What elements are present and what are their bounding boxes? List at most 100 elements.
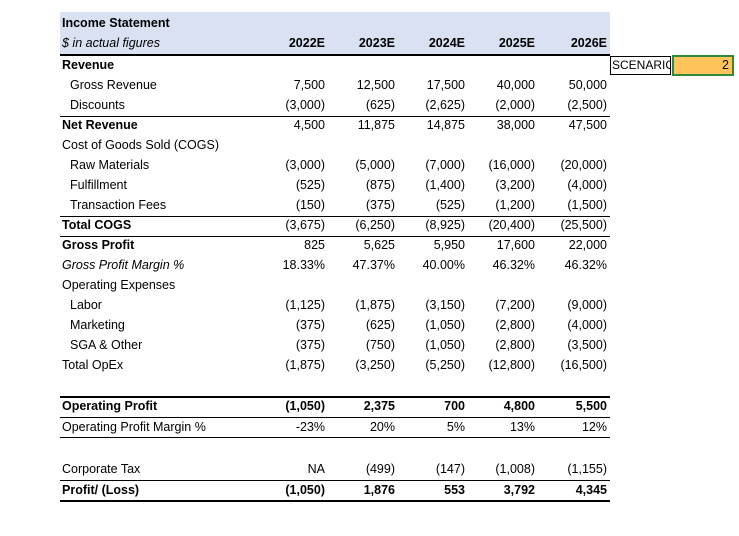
value-cell[interactable]: 40,000 [496, 78, 535, 92]
value-cell[interactable]: (7,200) [495, 298, 535, 312]
value-cell[interactable]: (6,250) [355, 218, 395, 232]
row-label[interactable]: Cost of Goods Sold (COGS) [62, 138, 220, 152]
row-label[interactable]: Discounts [70, 98, 125, 112]
row-label[interactable]: Gross Revenue [70, 78, 157, 92]
row-label[interactable]: Gross Profit Margin % [62, 258, 185, 272]
value-cell[interactable]: 47,500 [568, 118, 607, 132]
value-cell[interactable]: (8,925) [425, 218, 465, 232]
value-cell[interactable]: 18.33% [282, 258, 325, 272]
value-cell[interactable]: 5% [446, 420, 465, 434]
value-cell[interactable]: (875) [365, 178, 395, 192]
value-cell[interactable]: (525) [435, 198, 465, 212]
value-cell[interactable]: (375) [365, 198, 395, 212]
value-cell[interactable]: (2,800) [495, 338, 535, 352]
sheet-title[interactable]: Income Statement [62, 16, 170, 30]
year-header[interactable]: 2024E [428, 36, 465, 50]
value-cell[interactable]: (3,000) [285, 98, 325, 112]
row-label[interactable]: SGA & Other [70, 338, 143, 352]
value-cell[interactable]: (1,875) [285, 358, 325, 372]
value-cell[interactable]: 4,345 [575, 483, 607, 497]
value-cell[interactable]: 11,875 [357, 118, 395, 132]
value-cell[interactable]: (1,500) [567, 198, 607, 212]
value-cell[interactable]: 12,500 [356, 78, 395, 92]
value-cell[interactable]: (750) [365, 338, 395, 352]
value-cell[interactable]: (5,000) [355, 158, 395, 172]
value-cell[interactable]: 13% [509, 420, 535, 434]
year-header[interactable]: 2025E [498, 36, 535, 50]
value-cell[interactable]: (3,675) [285, 218, 325, 232]
value-cell[interactable]: (1,050) [285, 399, 325, 413]
value-cell[interactable]: (3,500) [567, 338, 607, 352]
units-note[interactable]: $ in actual figures [62, 36, 160, 50]
value-cell[interactable]: (375) [295, 318, 325, 332]
value-cell[interactable]: (1,200) [495, 198, 535, 212]
row-label[interactable]: Marketing [70, 318, 125, 332]
year-header[interactable]: 2022E [288, 36, 325, 50]
value-cell[interactable]: (4,000) [567, 318, 607, 332]
value-cell[interactable]: (625) [365, 318, 395, 332]
value-cell[interactable]: (147) [435, 462, 465, 476]
value-cell[interactable]: (25,500) [560, 218, 607, 232]
value-cell[interactable]: (9,000) [567, 298, 607, 312]
value-cell[interactable]: (4,000) [567, 178, 607, 192]
value-cell[interactable]: (3,150) [425, 298, 465, 312]
value-cell[interactable]: NA [307, 462, 325, 476]
year-header[interactable]: 2026E [570, 36, 607, 50]
row-label[interactable]: Operating Expenses [62, 278, 176, 292]
row-label[interactable]: Total COGS [62, 218, 132, 232]
value-cell[interactable]: 4,500 [293, 118, 325, 132]
row-label[interactable]: Fulfillment [70, 178, 127, 192]
value-cell[interactable]: (1,050) [425, 338, 465, 352]
value-cell[interactable]: 22,000 [568, 238, 607, 252]
value-cell[interactable]: (5,250) [425, 358, 465, 372]
value-cell[interactable]: 47.37% [352, 258, 395, 272]
value-cell[interactable]: (3,250) [355, 358, 395, 372]
value-cell[interactable]: 14,875 [426, 118, 465, 132]
row-label[interactable]: Gross Profit [62, 238, 135, 252]
row-label[interactable]: Raw Materials [70, 158, 150, 172]
value-cell[interactable]: 5,500 [575, 399, 607, 413]
value-cell[interactable]: (7,000) [425, 158, 465, 172]
value-cell[interactable]: (1,008) [495, 462, 535, 476]
value-cell[interactable]: (499) [365, 462, 395, 476]
value-cell[interactable]: (2,500) [567, 98, 607, 112]
value-cell[interactable]: (20,000) [560, 158, 607, 172]
value-cell[interactable]: (1,400) [425, 178, 465, 192]
value-cell[interactable]: (2,000) [495, 98, 535, 112]
value-cell[interactable]: (1,050) [285, 483, 325, 497]
value-cell[interactable]: (1,155) [567, 462, 607, 476]
value-cell[interactable]: (525) [295, 178, 325, 192]
value-cell[interactable]: 12% [581, 420, 607, 434]
value-cell[interactable]: (150) [295, 198, 325, 212]
value-cell[interactable]: 825 [304, 238, 325, 252]
row-label[interactable]: Operating Profit [62, 399, 158, 413]
value-cell[interactable]: 3,792 [503, 483, 535, 497]
value-cell[interactable]: 5,625 [363, 238, 395, 252]
value-cell[interactable]: (2,800) [495, 318, 535, 332]
value-cell[interactable]: (625) [365, 98, 395, 112]
row-label[interactable]: Labor [70, 298, 102, 312]
value-cell[interactable]: 700 [444, 399, 465, 413]
value-cell[interactable]: (16,000) [488, 158, 535, 172]
value-cell[interactable]: (2,625) [425, 98, 465, 112]
value-cell[interactable]: 17,500 [426, 78, 465, 92]
value-cell[interactable]: 50,000 [568, 78, 607, 92]
row-label[interactable]: Revenue [62, 58, 115, 72]
scenario-input-cell[interactable]: 2 [672, 55, 734, 76]
value-cell[interactable]: 46.32% [564, 258, 607, 272]
value-cell[interactable]: 553 [444, 483, 465, 497]
value-cell[interactable]: 5,950 [433, 238, 465, 252]
value-cell[interactable]: 17,600 [496, 238, 535, 252]
value-cell[interactable]: 7,500 [293, 78, 325, 92]
value-cell[interactable]: -23% [295, 420, 325, 434]
row-label[interactable]: Net Revenue [62, 118, 138, 132]
value-cell[interactable]: (1,050) [425, 318, 465, 332]
row-label[interactable]: Total OpEx [62, 358, 124, 372]
value-cell[interactable]: 38,000 [496, 118, 535, 132]
value-cell[interactable]: 4,800 [503, 399, 535, 413]
value-cell[interactable]: (20,400) [488, 218, 535, 232]
value-cell[interactable]: (3,000) [285, 158, 325, 172]
value-cell[interactable]: (12,800) [488, 358, 535, 372]
value-cell[interactable]: (1,875) [355, 298, 395, 312]
value-cell[interactable]: (375) [295, 338, 325, 352]
